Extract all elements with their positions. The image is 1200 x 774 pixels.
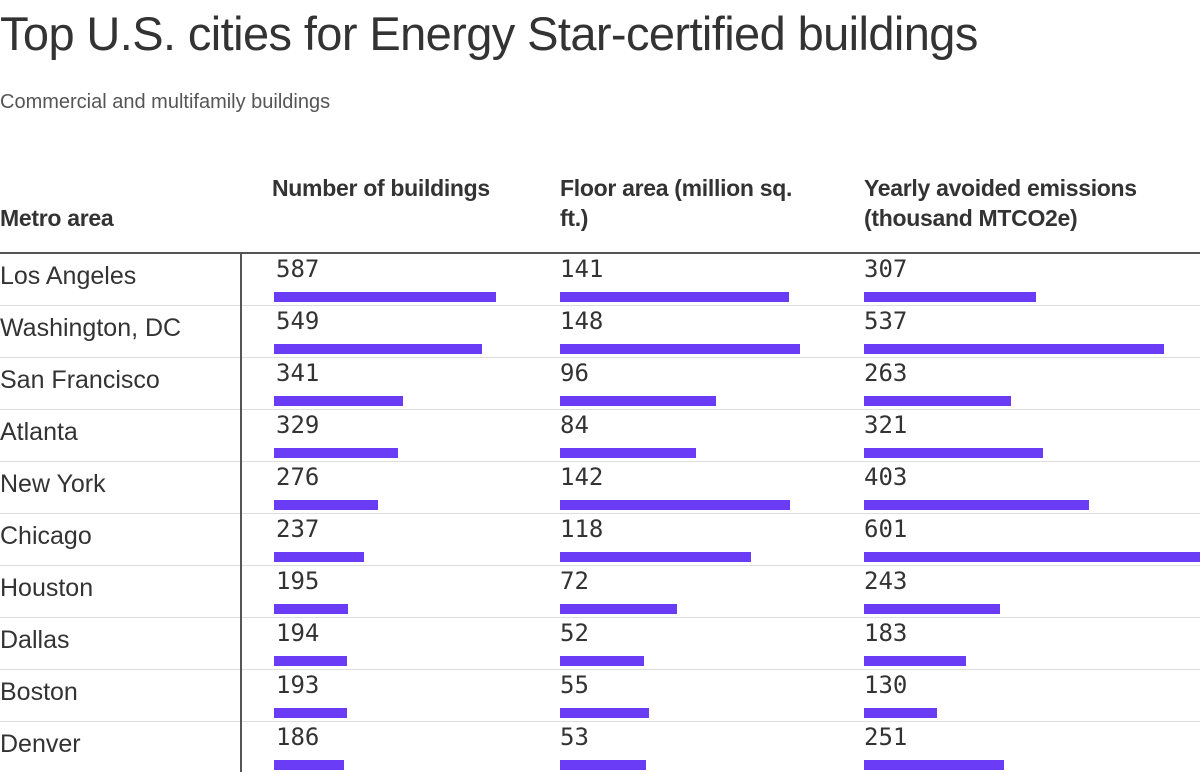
metro-name: New York bbox=[0, 470, 106, 498]
floor-area-value: 148 bbox=[560, 307, 604, 335]
row-divider bbox=[0, 721, 1200, 722]
floor-area-value: 96 bbox=[560, 359, 589, 387]
floor-area-bar bbox=[560, 760, 646, 770]
chart-subtitle: Commercial and multifamily buildings bbox=[0, 91, 331, 113]
column-header-metro: Metro area bbox=[0, 205, 114, 231]
floor-area-bar bbox=[560, 604, 677, 614]
emissions-value: 601 bbox=[864, 515, 908, 543]
emissions-bar bbox=[864, 292, 1036, 302]
table-row: Chicago 237 118 601 bbox=[0, 514, 1200, 566]
column-header-buildings: Number of buildings bbox=[272, 175, 490, 201]
metro-name: San Francisco bbox=[0, 366, 160, 394]
buildings-bar bbox=[274, 448, 398, 458]
emissions-bar bbox=[864, 760, 1004, 770]
metro-name: Chicago bbox=[0, 522, 92, 550]
metro-name: Dallas bbox=[0, 626, 70, 654]
column-header-floor-area: Floor area (million sq. ft.) bbox=[560, 175, 793, 231]
emissions-bar bbox=[864, 604, 1000, 614]
buildings-value: 193 bbox=[276, 671, 320, 699]
floor-area-bar bbox=[560, 552, 751, 562]
table-row: San Francisco 341 96 263 bbox=[0, 358, 1200, 410]
emissions-value: 243 bbox=[864, 567, 908, 595]
emissions-value: 251 bbox=[864, 723, 908, 751]
buildings-value: 341 bbox=[276, 359, 320, 387]
emissions-bar bbox=[864, 344, 1164, 354]
buildings-bar bbox=[274, 292, 496, 302]
floor-area-value: 84 bbox=[560, 411, 589, 439]
floor-area-bar bbox=[560, 292, 789, 302]
buildings-value: 276 bbox=[276, 463, 320, 491]
row-divider bbox=[0, 669, 1200, 670]
emissions-bar bbox=[864, 708, 937, 718]
row-divider bbox=[0, 357, 1200, 358]
floor-area-bar bbox=[560, 500, 790, 510]
row-divider bbox=[0, 565, 1200, 566]
table-row: Atlanta 329 84 321 bbox=[0, 410, 1200, 462]
buildings-bar bbox=[274, 708, 347, 718]
metro-name: Los Angeles bbox=[0, 262, 137, 290]
metro-name: Boston bbox=[0, 678, 78, 706]
buildings-bar bbox=[274, 500, 378, 510]
buildings-bar bbox=[274, 552, 364, 562]
metro-name: Denver bbox=[0, 730, 81, 758]
floor-area-value: 53 bbox=[560, 723, 589, 751]
buildings-bar bbox=[274, 344, 482, 354]
emissions-value: 263 bbox=[864, 359, 908, 387]
emissions-value: 321 bbox=[864, 411, 908, 439]
floor-area-bar bbox=[560, 344, 800, 354]
buildings-value: 195 bbox=[276, 567, 320, 595]
metro-name: Washington, DC bbox=[0, 314, 182, 342]
floor-area-value: 141 bbox=[560, 255, 604, 283]
buildings-value: 237 bbox=[276, 515, 320, 543]
emissions-value: 307 bbox=[864, 255, 908, 283]
table-row: Denver 186 53 251 bbox=[0, 722, 1200, 774]
row-divider bbox=[0, 617, 1200, 618]
emissions-value: 130 bbox=[864, 671, 908, 699]
row-divider bbox=[0, 409, 1200, 410]
floor-area-bar bbox=[560, 708, 649, 718]
column-header-emissions: Yearly avoided emissions (thousand MTCO2… bbox=[864, 175, 1137, 231]
buildings-value: 587 bbox=[276, 255, 320, 283]
floor-area-value: 142 bbox=[560, 463, 604, 491]
buildings-bar bbox=[274, 656, 347, 666]
buildings-bar bbox=[274, 760, 344, 770]
floor-area-value: 52 bbox=[560, 619, 589, 647]
floor-area-value: 72 bbox=[560, 567, 589, 595]
floor-area-bar bbox=[560, 656, 644, 666]
row-divider bbox=[0, 513, 1200, 514]
emissions-bar bbox=[864, 500, 1089, 510]
floor-area-value: 55 bbox=[560, 671, 589, 699]
floor-area-bar bbox=[560, 396, 716, 406]
buildings-value: 194 bbox=[276, 619, 320, 647]
emissions-bar bbox=[864, 656, 966, 666]
table-row: New York 276 142 403 bbox=[0, 462, 1200, 514]
emissions-bar bbox=[864, 396, 1011, 406]
buildings-bar bbox=[274, 604, 348, 614]
table-row: Boston 193 55 130 bbox=[0, 670, 1200, 722]
table-row: Dallas 194 52 183 bbox=[0, 618, 1200, 670]
buildings-value: 186 bbox=[276, 723, 320, 751]
emissions-bar bbox=[864, 552, 1200, 562]
emissions-bar bbox=[864, 448, 1043, 458]
floor-area-value: 118 bbox=[560, 515, 604, 543]
chart-title: Top U.S. cities for Energy Star‑certifie… bbox=[0, 7, 978, 60]
floor-area-bar bbox=[560, 448, 696, 458]
column-divider bbox=[240, 254, 242, 772]
table-row: Los Angeles 587 141 307 bbox=[0, 254, 1200, 306]
buildings-value: 329 bbox=[276, 411, 320, 439]
emissions-value: 537 bbox=[864, 307, 908, 335]
emissions-value: 183 bbox=[864, 619, 908, 647]
row-divider bbox=[0, 305, 1200, 306]
emissions-value: 403 bbox=[864, 463, 908, 491]
buildings-value: 549 bbox=[276, 307, 320, 335]
metro-name: Houston bbox=[0, 574, 94, 602]
table-row: Washington, DC 549 148 537 bbox=[0, 306, 1200, 358]
table-row: Houston 195 72 243 bbox=[0, 566, 1200, 618]
row-divider bbox=[0, 461, 1200, 462]
buildings-bar bbox=[274, 396, 403, 406]
header-rule bbox=[0, 252, 1200, 254]
metro-name: Atlanta bbox=[0, 418, 78, 446]
